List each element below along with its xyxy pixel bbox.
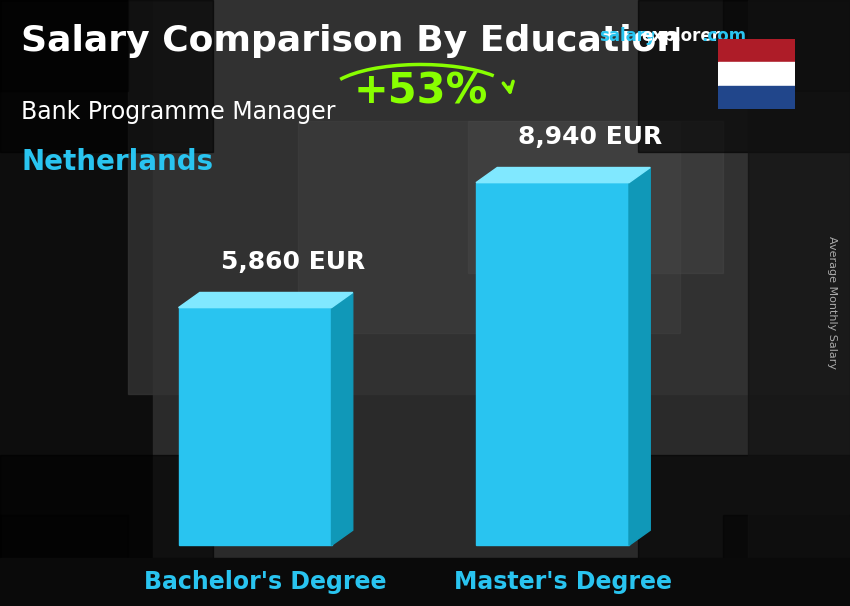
Text: explorer: explorer	[642, 27, 721, 45]
Text: 5,860 EUR: 5,860 EUR	[221, 250, 366, 275]
Text: .com: .com	[701, 27, 746, 45]
Bar	[638, 0, 850, 152]
Text: Master's Degree: Master's Degree	[454, 570, 672, 594]
Text: +53%: +53%	[354, 71, 488, 113]
Bar	[718, 39, 795, 62]
Bar	[0, 0, 128, 91]
Bar	[298, 121, 680, 333]
Text: Bank Programme Manager: Bank Programme Manager	[21, 100, 336, 124]
Polygon shape	[476, 167, 650, 182]
Bar	[638, 454, 850, 606]
Bar	[153, 0, 850, 606]
Text: Bachelor's Degree: Bachelor's Degree	[144, 570, 387, 594]
Text: Netherlands: Netherlands	[21, 148, 213, 176]
Bar	[178, 308, 332, 545]
Polygon shape	[629, 167, 650, 545]
Bar	[0, 454, 212, 606]
Bar	[128, 0, 850, 394]
Bar	[0, 0, 153, 606]
Bar	[722, 515, 850, 606]
Bar	[468, 121, 722, 273]
Bar	[476, 182, 629, 545]
Bar	[0, 515, 128, 606]
Text: Average Monthly Salary: Average Monthly Salary	[827, 236, 837, 370]
Polygon shape	[178, 293, 353, 308]
Text: salary: salary	[599, 27, 656, 45]
Bar	[722, 0, 850, 91]
Text: 8,940 EUR: 8,940 EUR	[518, 125, 663, 149]
Polygon shape	[332, 293, 353, 545]
Bar	[0, 0, 212, 152]
Bar	[718, 62, 795, 85]
Bar	[748, 0, 850, 606]
Text: Salary Comparison By Education: Salary Comparison By Education	[21, 24, 683, 58]
Bar	[0, 558, 850, 606]
Bar	[718, 85, 795, 109]
